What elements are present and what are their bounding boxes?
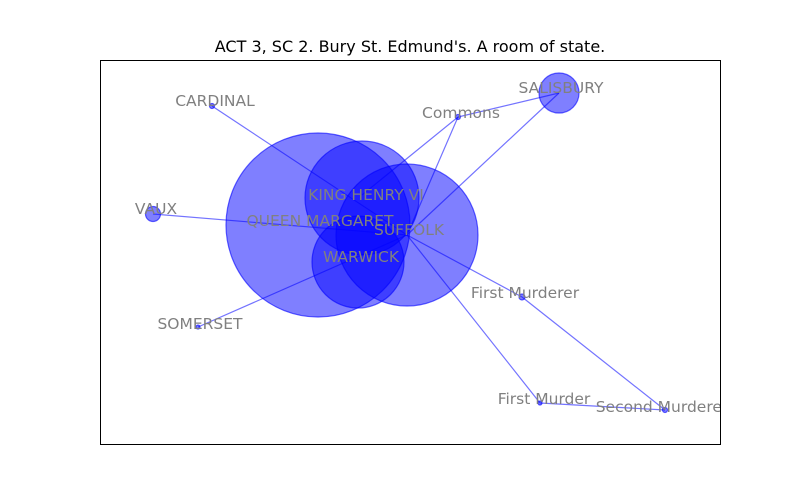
edge-first-murderer-second-murderer bbox=[521, 296, 666, 411]
node-layer bbox=[144, 72, 669, 414]
node-first-murder bbox=[537, 400, 543, 406]
node-vaux bbox=[144, 205, 162, 223]
node-second-murderer bbox=[661, 406, 669, 414]
label-salisbury: SALISBURY bbox=[518, 79, 604, 97]
label-first-murderer: First Murderer bbox=[471, 284, 580, 302]
plot-area: CARDINAL SALISBURY Commons KING HENRY VI… bbox=[135, 72, 729, 416]
label-warwick: WARWICK bbox=[323, 248, 400, 266]
label-first-murder: First Murder bbox=[498, 390, 591, 408]
label-vaux: VAUX bbox=[135, 200, 178, 218]
label-cardinal: CARDINAL bbox=[175, 92, 255, 110]
label-layer: CARDINAL SALISBURY Commons KING HENRY VI… bbox=[135, 79, 729, 416]
node-cardinal bbox=[208, 102, 216, 110]
node-warwick bbox=[311, 215, 405, 309]
node-somerset bbox=[195, 324, 201, 330]
label-second-murderer: Second Murderer bbox=[596, 398, 729, 416]
label-commons: Commons bbox=[422, 104, 500, 122]
label-suffolk: SUFFOLK bbox=[374, 221, 445, 239]
figure-title: ACT 3, SC 2. Bury St. Edmund's. A room o… bbox=[215, 37, 606, 56]
edge-first-murder-second-murderer bbox=[539, 402, 666, 411]
label-king-henry-vi: KING HENRY VI bbox=[308, 186, 424, 204]
label-queen-margaret: QUEEN MARGARET bbox=[246, 212, 394, 230]
node-first-murderer bbox=[518, 293, 526, 301]
label-somerset: SOMERSET bbox=[157, 315, 243, 333]
node-salisbury bbox=[538, 72, 580, 114]
plot-frame bbox=[100, 60, 721, 445]
node-commons bbox=[454, 113, 462, 121]
